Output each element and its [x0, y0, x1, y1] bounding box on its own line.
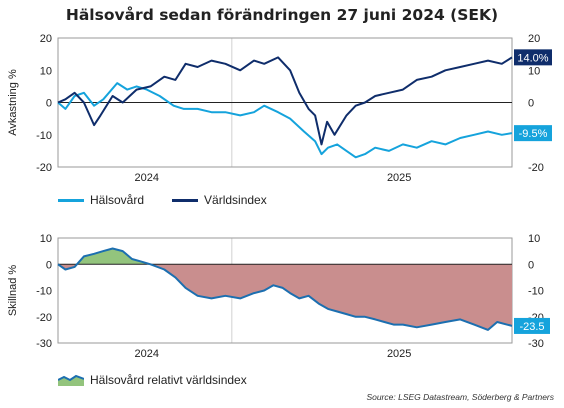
- panel1-ytick-left: 20: [40, 33, 52, 45]
- panel1-ytick-left: -10: [36, 130, 52, 142]
- panel1-xtick-2024: 2024: [135, 172, 159, 184]
- end-label-halsovard: -9.5%: [519, 128, 548, 140]
- panel2-ytick-left: -20: [36, 312, 52, 324]
- series-line-varldsindex: [57, 56, 513, 146]
- legend-swatch-halsovard: [58, 198, 84, 202]
- panel1-xtick-2025: 2025: [387, 172, 411, 184]
- legend-label-varldsindex: Världsindex: [204, 193, 267, 207]
- panel2-ytick-right: -30: [528, 338, 544, 350]
- panel1-ytick-left: 10: [40, 65, 52, 77]
- panel2-ytick-left: -10: [36, 286, 52, 298]
- panel2-ytick-left: -30: [36, 338, 52, 350]
- panel1-ytick-left: -20: [36, 162, 52, 174]
- panel2-ytick-right: 0: [528, 259, 534, 271]
- legend-label-halsovard: Hälsovård: [90, 193, 145, 207]
- end-label-box-halsovard: [514, 125, 552, 142]
- legend-bottom: Hälsovård relativt världsindex: [58, 373, 247, 387]
- legend-swatch-varldsindex: [172, 198, 199, 202]
- panel2-ytick-left: 0: [46, 259, 52, 271]
- end-label-relative: -23.5: [519, 321, 544, 333]
- panel2-xtick-2024: 2024: [135, 348, 159, 360]
- legend-top: Hälsovård Världsindex: [58, 193, 267, 207]
- panel1-ytick-right: 10: [528, 65, 540, 77]
- legend-label-relative: Hälsovård relativt världsindex: [90, 373, 247, 387]
- panel1-ytick-left: 0: [46, 98, 52, 110]
- source-note: Source: LSEG Datastream, Söderberg & Par…: [366, 392, 554, 402]
- legend-swatch-relative: [58, 374, 84, 386]
- end-label-varldsindex: 14.0%: [517, 52, 548, 64]
- series-line-relative: [57, 247, 513, 331]
- chart-title: Hälsovård sedan förändringen 27 juni 202…: [65, 6, 499, 24]
- panel1-y-axis-label: Avkastning %: [7, 69, 19, 136]
- panel2-y-axis-label: Skillnad %: [7, 265, 19, 317]
- end-label-box-varldsindex: [514, 49, 552, 66]
- panel2-ytick-right: -10: [528, 286, 544, 298]
- panel2-ytick-right: 10: [528, 233, 540, 245]
- area-negative: [58, 264, 512, 330]
- panel2-ytick-left: 10: [40, 233, 52, 245]
- panel2-xtick-2025: 2025: [387, 348, 411, 360]
- panel1-ytick-right: -20: [528, 162, 544, 174]
- series-line-halsovard: [57, 82, 513, 159]
- panel1-ytick-right: 20: [528, 33, 540, 45]
- panel1-ytick-right: 0: [528, 98, 534, 110]
- end-label-box-relative: [514, 317, 550, 334]
- area-positive: [58, 248, 512, 265]
